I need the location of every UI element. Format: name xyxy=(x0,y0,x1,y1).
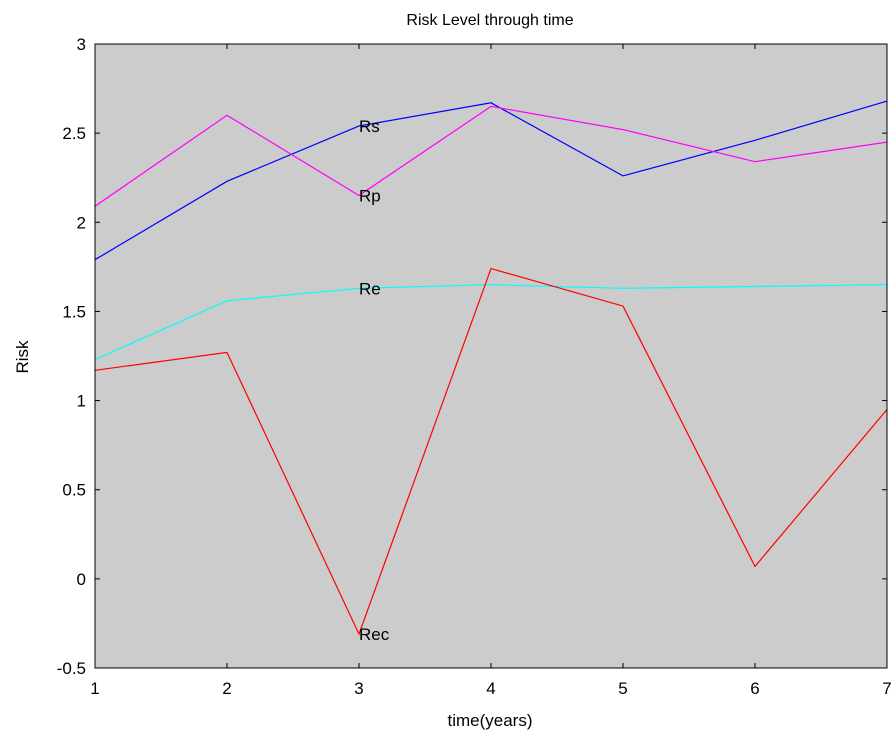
x-tick-label: 2 xyxy=(222,679,231,698)
series-lines xyxy=(94,100,888,636)
series-line-rs xyxy=(94,100,888,261)
series-line-re xyxy=(94,284,888,361)
y-tick-label: 2.5 xyxy=(62,124,86,143)
annotation-re: Re xyxy=(359,279,381,298)
series-line-rec xyxy=(94,267,888,636)
y-axis-label: Risk xyxy=(13,340,32,374)
y-tick-label: 1.5 xyxy=(62,302,86,321)
annotation-rs: Rs xyxy=(359,117,380,136)
x-tick-label: 6 xyxy=(750,679,759,698)
series-line-rp xyxy=(94,105,888,207)
x-tick-label: 4 xyxy=(486,679,495,698)
chart-title: Risk Level through time xyxy=(406,12,573,29)
x-tick-label: 7 xyxy=(882,679,891,698)
y-tick-label: 3 xyxy=(77,35,86,54)
x-axis-label: time(years) xyxy=(447,711,532,730)
x-tick-label: 1 xyxy=(90,679,99,698)
y-tick-label: 0 xyxy=(77,570,86,589)
y-tick-label: 1 xyxy=(77,392,86,411)
y-tick-label: -0.5 xyxy=(57,659,86,678)
x-tick-label: 5 xyxy=(618,679,627,698)
y-tick-labels: -0.5 0 0.5 1 1.5 2 2.5 3 xyxy=(57,35,86,678)
x-tick-labels: 1 2 3 4 5 6 7 xyxy=(90,679,891,698)
plot-area xyxy=(95,44,887,668)
y-tick-label: 2 xyxy=(77,213,86,232)
y-tick-label: 0.5 xyxy=(62,481,86,500)
plot-border xyxy=(94,43,888,669)
annotation-rec: Rec xyxy=(359,625,390,644)
x-tick-label: 3 xyxy=(354,679,363,698)
annotation-rp: Rp xyxy=(359,187,381,206)
series-annotations: Rs Rp Re Rec xyxy=(359,117,390,644)
